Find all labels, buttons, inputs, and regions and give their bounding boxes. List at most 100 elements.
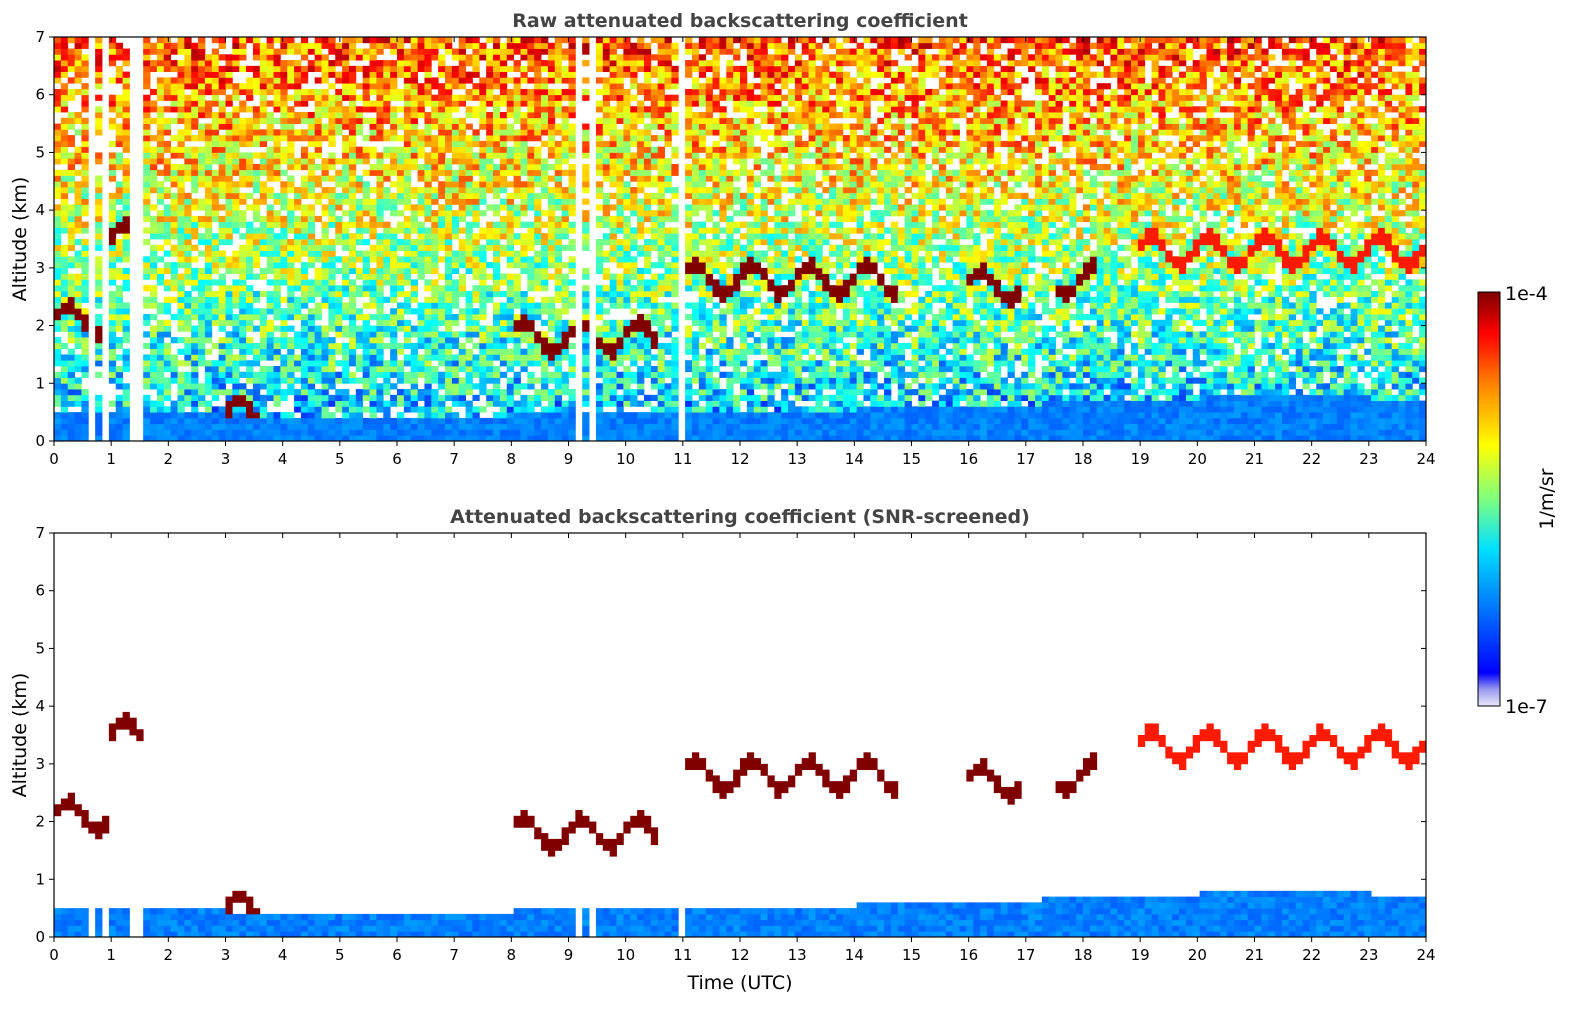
heatmap-cell <box>520 244 528 251</box>
heatmap-cell <box>643 140 652 148</box>
heatmap-cell <box>54 88 62 96</box>
heatmap-cell <box>95 314 103 321</box>
heatmap-cell <box>74 221 82 228</box>
heatmap-cell <box>541 244 549 251</box>
heatmap-cell <box>177 239 185 246</box>
heatmap-cell <box>342 169 350 176</box>
heatmap-cell <box>438 169 446 176</box>
heatmap-cell <box>246 412 254 419</box>
heatmap-cell <box>74 308 82 315</box>
heatmap-cell <box>335 325 343 332</box>
heatmap-cell <box>294 198 302 205</box>
heatmap-cell <box>527 94 535 101</box>
heatmap-cell <box>410 100 418 107</box>
heatmap-cell <box>239 175 247 182</box>
heatmap-cell <box>609 135 617 142</box>
heatmap-cell <box>376 77 384 84</box>
heatmap-cell <box>218 342 226 350</box>
heatmap-cell <box>561 377 569 384</box>
heatmap-cell <box>321 244 329 251</box>
heatmap-cell <box>54 256 62 263</box>
heatmap-cell <box>650 296 659 303</box>
heatmap-cell <box>547 106 556 113</box>
heatmap-cell <box>554 244 563 251</box>
heatmap-cell <box>595 423 604 430</box>
heatmap-cell <box>225 296 233 303</box>
heatmap-cell <box>582 48 590 55</box>
heatmap-cell <box>513 181 521 188</box>
heatmap-cell <box>81 42 89 49</box>
heatmap-cell <box>438 158 446 165</box>
heatmap-cell <box>643 135 652 142</box>
heatmap-cell <box>486 296 494 303</box>
heatmap-cell <box>328 290 336 298</box>
heatmap-cell <box>239 163 247 171</box>
heatmap-cell <box>671 187 679 194</box>
heatmap-cell <box>95 244 103 251</box>
heatmap-cell <box>472 371 480 378</box>
heatmap-cell <box>163 210 172 217</box>
heatmap-cell <box>541 187 549 194</box>
heatmap-cell <box>630 389 638 396</box>
heatmap-cell <box>568 140 576 148</box>
heatmap-cell <box>184 377 192 384</box>
heatmap-cell <box>383 239 391 246</box>
heatmap-cell <box>150 60 158 67</box>
heatmap-cell <box>671 42 679 49</box>
heatmap-cell <box>403 187 412 194</box>
heatmap-cell <box>465 221 473 228</box>
heatmap-cell <box>150 412 158 419</box>
heatmap-cell <box>657 163 665 171</box>
heatmap-cell <box>534 262 542 269</box>
heatmap-cell <box>232 106 240 113</box>
heatmap-cell <box>273 129 281 136</box>
heatmap-cell <box>547 429 556 436</box>
heatmap-cell <box>150 400 158 407</box>
heatmap-cell <box>239 314 247 321</box>
heatmap-cell <box>554 250 563 257</box>
heatmap-cell <box>472 244 480 251</box>
heatmap-cell <box>493 169 501 176</box>
heatmap-cell <box>431 146 439 153</box>
heatmap-cell <box>273 169 281 176</box>
heatmap-cell <box>499 354 508 361</box>
heatmap-cell <box>252 175 261 182</box>
heatmap-cell <box>630 123 638 130</box>
heatmap-cell <box>582 77 590 84</box>
heatmap-cell <box>273 83 281 90</box>
heatmap-cell <box>691 417 700 425</box>
heatmap-cell <box>595 296 604 303</box>
heatmap-cell <box>211 250 220 257</box>
heatmap-cell <box>191 198 199 205</box>
heatmap-cell <box>493 435 501 442</box>
heatmap-cell <box>643 417 652 425</box>
heatmap-cell <box>170 406 178 413</box>
heatmap-cell <box>445 181 453 188</box>
heatmap-cell <box>218 273 226 280</box>
heatmap-cell <box>568 204 576 211</box>
heatmap-cell <box>348 244 357 251</box>
heatmap-cell <box>163 267 172 275</box>
heatmap-cell <box>431 198 439 205</box>
heatmap-cell <box>191 244 199 251</box>
heatmap-cell <box>643 227 652 234</box>
heatmap-cell <box>637 412 645 419</box>
heatmap-cell <box>369 215 377 223</box>
heatmap-cell <box>534 152 542 159</box>
heatmap-cell <box>204 244 213 251</box>
heatmap-cell <box>177 135 185 142</box>
heatmap-cell <box>328 106 336 113</box>
heatmap-cell <box>143 94 151 101</box>
heatmap-cell <box>280 88 288 96</box>
heatmap-cell <box>218 308 226 315</box>
heatmap-cell <box>273 250 281 257</box>
heatmap-cell <box>616 423 624 430</box>
heatmap-cell <box>348 163 357 171</box>
heatmap-cell <box>527 383 535 390</box>
heatmap-cell <box>150 371 158 378</box>
heatmap-cell <box>568 221 576 228</box>
heatmap-cell <box>156 279 165 286</box>
heatmap-cell <box>328 48 336 55</box>
heatmap-cell <box>561 123 569 130</box>
heatmap-cell <box>438 83 446 90</box>
